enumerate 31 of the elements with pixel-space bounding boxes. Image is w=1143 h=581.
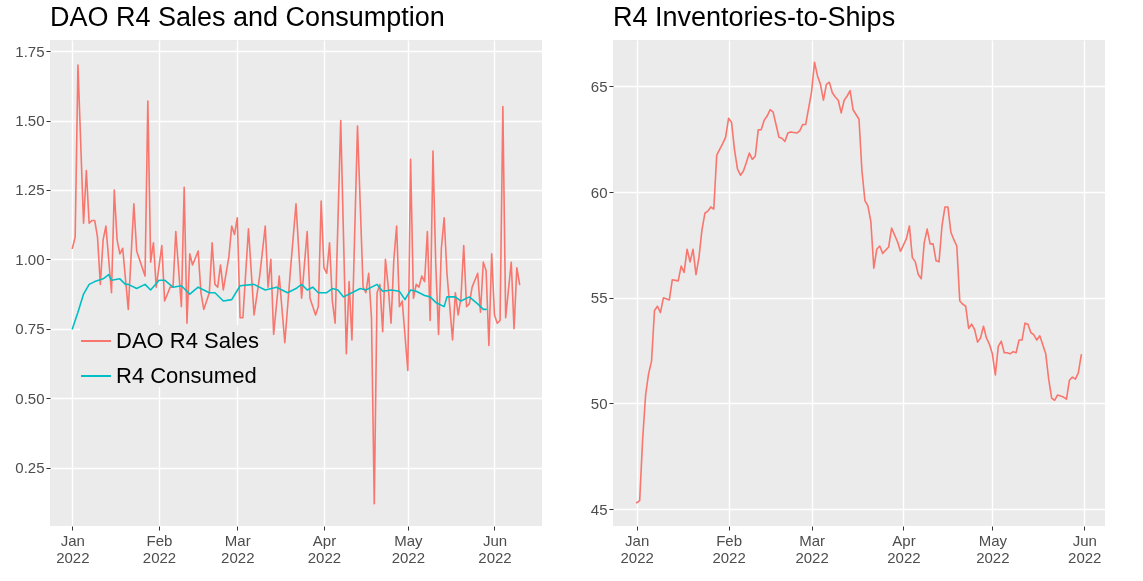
y-tick-label: 45 [590, 500, 608, 518]
y-tick-label: 65 [590, 77, 608, 95]
x-tick-label: Mar 2022 [221, 531, 255, 566]
legend-label: R4 Consumed [116, 363, 257, 388]
x-tick-label: May 2022 [976, 531, 1010, 566]
x-tick-label: Jan 2022 [56, 531, 90, 566]
x-tick-label: Jun 2022 [478, 531, 512, 566]
y-tick-label: 1.00 [15, 250, 45, 268]
chart-title: R4 Inventories-to-Ships [613, 2, 896, 32]
x-tick-label: May 2022 [391, 531, 426, 566]
y-tick-label: 0.25 [15, 459, 45, 477]
y-tick-label: 60 [590, 183, 608, 201]
line-series [635, 61, 1083, 504]
x-tick-label: Jun 2022 [1068, 531, 1102, 566]
x-tick-label: Jan 2022 [620, 531, 654, 566]
y-tick-label: 1.50 [15, 112, 45, 130]
y-tick-label: 1.25 [15, 181, 45, 199]
line-series [71, 273, 487, 330]
chart-title: DAO R4 Sales and Consumption [50, 2, 445, 32]
x-tick-label: Feb 2022 [712, 531, 746, 566]
y-tick-label: 0.75 [15, 320, 45, 338]
x-tick-label: Mar 2022 [795, 531, 829, 566]
x-tick-label: Apr 2022 [307, 531, 342, 566]
y-tick-label: 55 [590, 289, 608, 307]
x-tick-label: Apr 2022 [887, 531, 921, 566]
x-tick-label: Feb 2022 [142, 531, 177, 566]
y-tick-label: 0.50 [15, 389, 45, 407]
line-series [71, 64, 521, 505]
legend-label: DAO R4 Sales [116, 328, 260, 353]
y-tick-label: 1.75 [15, 42, 45, 60]
y-tick-label: 50 [590, 394, 608, 412]
